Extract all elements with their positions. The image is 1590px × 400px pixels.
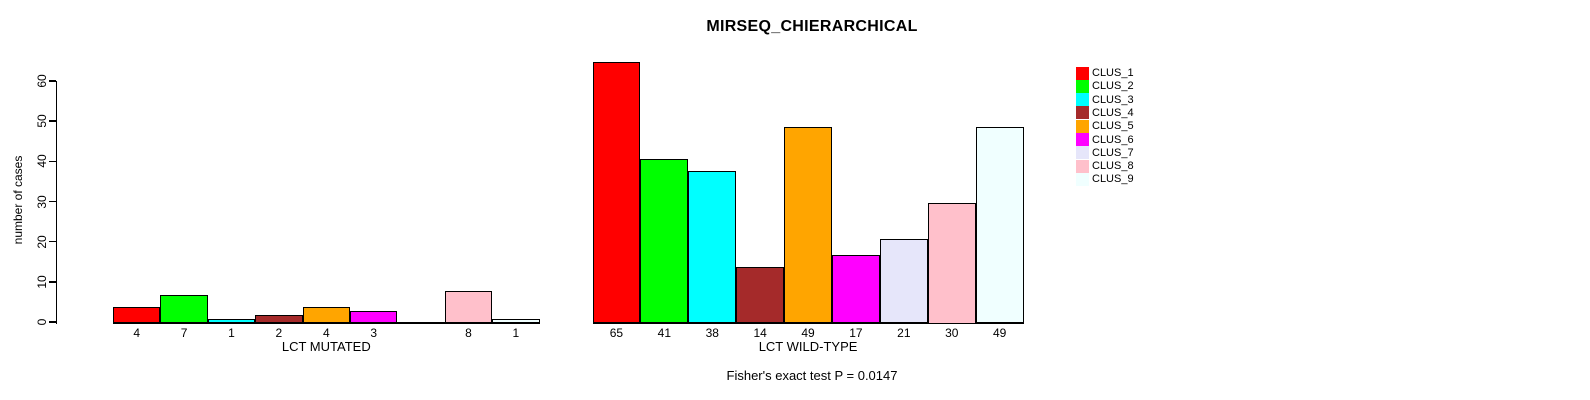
legend-label: CLUS_8 — [1092, 160, 1134, 173]
bar-value-label: 14 — [753, 326, 767, 340]
bar-lct-wild-type-clus_8 — [927, 203, 976, 324]
bar-lct-wild-type-clus_1 — [592, 62, 641, 324]
y-axis-title: number of cases — [11, 155, 25, 245]
bar-value-label: 41 — [657, 326, 672, 340]
group-label: LCT WILD-TYPE — [758, 339, 858, 354]
legend-label: CLUS_2 — [1092, 80, 1134, 93]
bar-value-label: 21 — [897, 326, 911, 340]
legend-swatch-clus_1 — [1076, 66, 1089, 80]
y-tick-label: 10 — [35, 275, 49, 289]
bar-value-label: 4 — [133, 326, 141, 340]
bar-lct-wild-type-clus_9 — [975, 126, 1024, 324]
legend-label: CLUS_4 — [1092, 106, 1134, 119]
legend-swatch-clus_4 — [1076, 106, 1089, 120]
legend-label: CLUS_5 — [1092, 120, 1134, 133]
y-tick — [48, 120, 56, 122]
legend-swatch-clus_5 — [1076, 119, 1089, 133]
bar-lct-mutated-clus_2 — [160, 295, 208, 324]
y-axis-line — [55, 81, 57, 324]
legend-swatch-clus_8 — [1076, 159, 1089, 173]
y-tick — [48, 281, 56, 283]
y-tick-label: 40 — [35, 154, 49, 169]
legend-swatch-clus_2 — [1076, 79, 1089, 93]
bar-value-label: 8 — [465, 326, 472, 340]
legend-label: CLUS_9 — [1092, 173, 1134, 186]
legend-label: CLUS_7 — [1092, 146, 1134, 159]
bar-value-label: 17 — [849, 326, 863, 340]
bar-value-label: 38 — [705, 326, 719, 340]
bar-lct-wild-type-clus_4 — [736, 267, 785, 324]
group-label: LCT MUTATED — [281, 339, 371, 354]
bar-value-label: 49 — [992, 326, 1007, 340]
y-tick — [48, 80, 56, 82]
y-tick-label: 20 — [35, 234, 49, 249]
y-tick — [48, 240, 56, 243]
legend-label: CLUS_1 — [1092, 67, 1134, 79]
bar-lct-mutated-clus_3 — [207, 319, 256, 324]
bar-lct-wild-type-clus_3 — [688, 170, 737, 324]
bar-lct-mutated-clus_8 — [444, 291, 493, 324]
bar-value-label: 49 — [801, 326, 815, 340]
bar-lct-wild-type-clus_5 — [784, 126, 832, 324]
y-tick — [48, 200, 56, 203]
bar-lct-mutated-clus_9 — [492, 319, 540, 324]
bar-lct-wild-type-clus_2 — [640, 158, 689, 324]
bar-lct-wild-type-clus_6 — [832, 255, 880, 324]
legend-label: CLUS_3 — [1092, 93, 1134, 106]
bar-lct-mutated-clus_4 — [255, 315, 303, 324]
bar-value-label: 65 — [609, 326, 624, 340]
legend-label: CLUS_6 — [1092, 133, 1134, 146]
y-tick — [48, 160, 56, 163]
bar-lct-mutated-clus_6 — [350, 311, 398, 324]
fisher-note: Fisher's exact test P = 0.0147 — [726, 368, 898, 383]
legend-swatch-clus_9 — [1076, 172, 1089, 186]
y-tick-label: 30 — [35, 194, 49, 209]
bar-value-label: 1 — [512, 326, 520, 340]
legend-swatch-clus_3 — [1076, 93, 1089, 107]
bar-value-label: 30 — [945, 326, 959, 340]
legend-swatch-clus_6 — [1076, 133, 1089, 146]
y-tick-label: 0 — [35, 318, 49, 326]
y-tick-label: 60 — [35, 74, 49, 88]
bar-lct-mutated-clus_5 — [302, 307, 350, 324]
legend-swatch-clus_7 — [1076, 146, 1089, 160]
bar-value-label: 3 — [370, 326, 378, 340]
bar-value-label: 4 — [322, 326, 330, 340]
y-tick-label: 50 — [35, 114, 49, 128]
bar-value-label: 1 — [228, 326, 235, 340]
y-tick — [48, 321, 56, 323]
bar-lct-wild-type-clus_7 — [879, 239, 928, 324]
bar-value-label: 2 — [275, 326, 283, 340]
chart-title: MIRSEQ_CHIERARCHICAL — [706, 18, 918, 35]
bar-value-label: 7 — [180, 326, 188, 340]
bar-lct-mutated-clus_1 — [113, 307, 161, 324]
